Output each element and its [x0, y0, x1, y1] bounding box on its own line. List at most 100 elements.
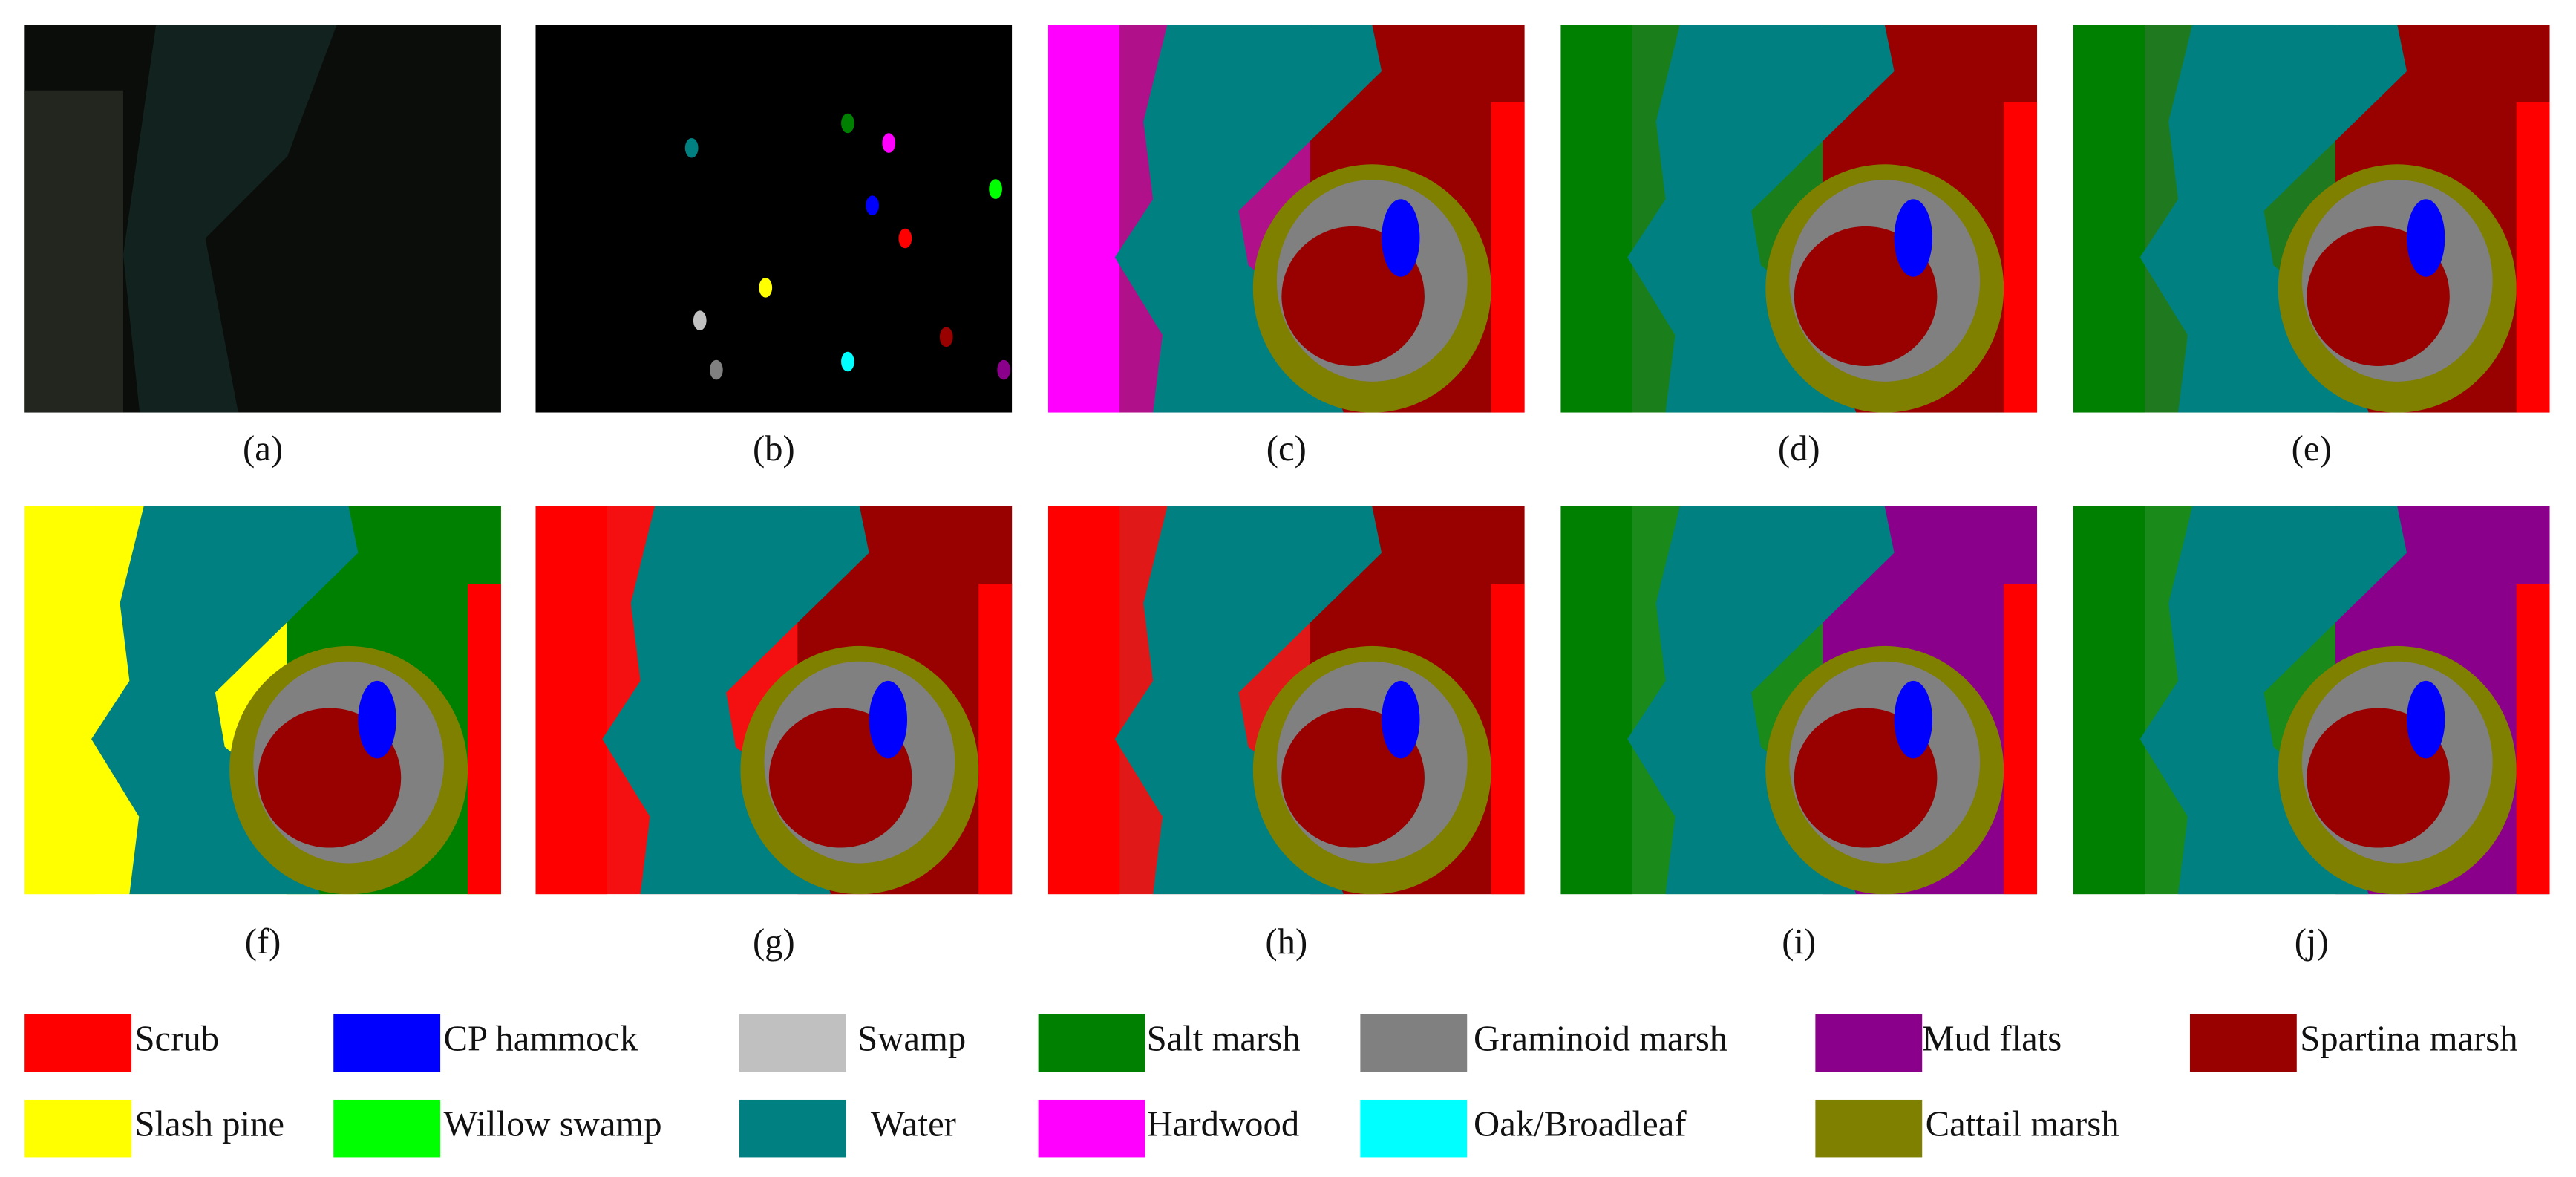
sample-patch — [710, 359, 723, 380]
panel-label: (e) — [2292, 428, 2332, 469]
map-water — [1114, 25, 1382, 413]
sample-patch — [759, 278, 773, 298]
map-panel — [2073, 506, 2550, 895]
map-panel — [24, 506, 501, 895]
sample-patch — [841, 113, 854, 134]
map-water — [2139, 506, 2407, 895]
map-edge — [2004, 102, 2038, 413]
legend-label: Swamp — [857, 1019, 966, 1059]
legend-label: Cattail marsh — [1926, 1104, 2119, 1144]
map-layer — [1047, 506, 1525, 895]
panel-label: (c) — [1266, 428, 1307, 469]
map-patch — [869, 680, 908, 759]
panel-label: (d) — [1778, 428, 1820, 469]
map-edge — [1491, 102, 1525, 413]
map-layer — [24, 506, 501, 895]
map-city — [24, 90, 123, 413]
map-edge — [1491, 584, 1525, 895]
map-patch — [2407, 680, 2445, 759]
legend-swatch — [333, 1099, 441, 1158]
legend-swatch — [739, 1099, 846, 1158]
map-water — [1627, 25, 1895, 413]
legend-swatch — [1815, 1014, 1923, 1072]
map-edge — [2516, 584, 2550, 895]
legend-swatch — [1360, 1014, 1468, 1072]
map-west — [2073, 25, 2145, 413]
legend-swatch — [1815, 1099, 1923, 1158]
map-layer — [1047, 25, 1525, 413]
panel-label: (j) — [2295, 922, 2329, 962]
sample-patch — [684, 137, 699, 158]
map-layer — [2073, 506, 2550, 895]
map-layer — [1560, 25, 2038, 413]
map-water — [122, 25, 337, 413]
legend-swatch — [333, 1014, 441, 1072]
map-west — [24, 506, 97, 895]
map-edge — [978, 584, 1013, 895]
legend-swatch — [1360, 1099, 1468, 1158]
legend-label: Spartina marsh — [2300, 1019, 2517, 1059]
map-panel — [535, 506, 1013, 895]
map-west — [2073, 506, 2145, 895]
map-panel — [1560, 506, 2038, 895]
legend-label: Graminoid marsh — [1474, 1019, 1727, 1059]
legend-label: Hardwood — [1147, 1104, 1299, 1144]
sample-patch — [939, 327, 953, 348]
sample-patch — [898, 228, 912, 249]
legend-swatch — [1038, 1099, 1145, 1158]
map-west — [1047, 506, 1120, 895]
map-panel — [535, 25, 1013, 413]
map-water — [602, 506, 869, 895]
sample-patch — [693, 310, 707, 330]
sample-patch — [989, 179, 1002, 199]
map-layer — [535, 506, 1013, 895]
panel-label: (f) — [245, 922, 281, 962]
map-panel — [1560, 25, 2038, 413]
map-patch — [1894, 680, 1932, 759]
legend-label: Salt marsh — [1147, 1019, 1301, 1059]
sample-patch — [841, 351, 854, 372]
legend-swatch — [2189, 1014, 2297, 1072]
map-layer — [1560, 506, 2038, 895]
map-patch — [1382, 680, 1420, 759]
map-edge — [2516, 102, 2550, 413]
map-panel — [1047, 25, 1525, 413]
legend-label: Oak/Broadleaf — [1474, 1104, 1687, 1144]
map-water — [91, 506, 359, 895]
sample-patch — [882, 133, 896, 153]
map-west — [535, 506, 607, 895]
map-panel — [2073, 25, 2550, 413]
map-patch — [2407, 199, 2445, 277]
legend-swatch — [739, 1014, 846, 1072]
legend-swatch — [24, 1014, 132, 1072]
map-west — [1560, 25, 1632, 413]
map-water — [1627, 506, 1895, 895]
sample-patch — [997, 359, 1011, 380]
map-west — [1047, 25, 1120, 413]
panel-label: (g) — [753, 922, 795, 962]
map-water — [1114, 506, 1382, 895]
panel-label: (a) — [243, 428, 283, 469]
map-west — [1560, 506, 1632, 895]
legend-label: Water — [871, 1104, 956, 1144]
map-patch — [358, 680, 396, 759]
panel-label: (i) — [1782, 922, 1816, 962]
map-panel — [1047, 506, 1525, 895]
panel-label: (b) — [753, 428, 795, 469]
legend-label: Scrub — [134, 1019, 219, 1059]
legend-label: Slash pine — [134, 1104, 284, 1144]
sample-patch — [866, 195, 879, 215]
map-water — [2139, 25, 2407, 413]
map-patch — [1894, 199, 1932, 277]
map-patch — [1382, 199, 1420, 277]
panel-label: (h) — [1265, 922, 1307, 962]
legend-label: CP hammock — [444, 1019, 639, 1059]
map-edge — [2004, 584, 2038, 895]
map-edge — [468, 584, 501, 895]
map-panel — [24, 25, 501, 413]
legend-label: Willow swamp — [444, 1104, 662, 1144]
map-layer — [2073, 25, 2550, 413]
legend-swatch — [24, 1099, 132, 1158]
